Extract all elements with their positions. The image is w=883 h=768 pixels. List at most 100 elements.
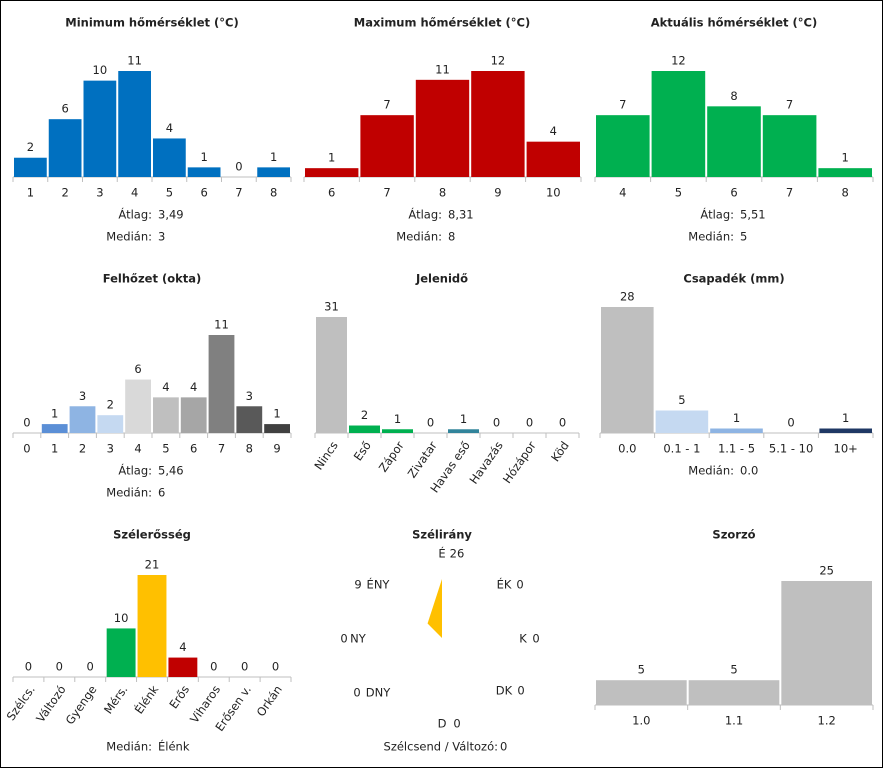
x-tick-label: 7 <box>786 186 793 200</box>
x-tick-label: 8 <box>842 186 849 200</box>
value-label: 6 <box>134 362 141 376</box>
value-label: 11 <box>214 318 229 332</box>
x-tick-label: 6 <box>730 186 737 200</box>
value-label: 0 <box>272 660 279 674</box>
value-label: 7 <box>383 98 390 112</box>
x-tick-label: 5 <box>162 442 169 456</box>
x-tick-label: 0.0 <box>618 442 636 456</box>
value-label: 0 <box>493 416 500 430</box>
x-tick-label: 5 <box>166 186 173 200</box>
value-label: 3 <box>79 389 86 403</box>
direction-label: DNY <box>366 686 391 700</box>
value-label: 1 <box>460 412 467 426</box>
value-label: 0 <box>25 660 32 674</box>
value-label: 0 <box>56 660 63 674</box>
value-label: 0 <box>787 416 794 430</box>
x-tick-label: 1.0 <box>632 714 650 728</box>
x-tick-label: Eső <box>351 439 374 464</box>
bar <box>180 397 207 433</box>
x-tick-label: 7 <box>218 442 225 456</box>
bar <box>762 115 817 177</box>
chart-title: Maximum hőmérséklet (°C) <box>354 16 531 30</box>
bar <box>305 168 359 177</box>
bar <box>48 119 82 177</box>
bar <box>360 115 414 177</box>
x-tick-label: 0.1 - 1 <box>663 442 700 456</box>
stat-label: Medián: <box>688 230 734 244</box>
bar <box>601 307 654 433</box>
x-tick-label: 8 <box>270 186 277 200</box>
stat-value: 8 <box>448 230 455 244</box>
x-tick-label: 6 <box>200 186 207 200</box>
direction-label: NY <box>350 632 367 646</box>
value-label: 12 <box>671 54 686 68</box>
x-tick-label: 5.1 - 10 <box>769 442 813 456</box>
bar <box>596 680 687 705</box>
x-tick-label: 1.2 <box>818 714 836 728</box>
bar <box>153 397 179 433</box>
stat-value: 5 <box>740 230 747 244</box>
value-label: 2 <box>27 140 34 154</box>
x-tick-label: 2 <box>61 186 68 200</box>
bar <box>655 410 709 433</box>
stat-label: Medián: <box>688 464 734 478</box>
direction-value: 0 <box>532 632 539 646</box>
direction-label: ÉK <box>497 577 512 592</box>
x-tick-label: 10+ <box>834 442 858 456</box>
stat-label: Átlag: <box>700 207 734 222</box>
value-label: 10 <box>93 63 108 77</box>
direction-value: 0 <box>340 632 347 646</box>
x-tick-label: Erős <box>166 683 192 712</box>
stat-label: Átlag: <box>408 207 442 222</box>
value-label: 0 <box>87 660 94 674</box>
stat-label: Medián: <box>396 230 442 244</box>
value-label: 21 <box>145 558 160 572</box>
x-tick-label: 4 <box>134 442 141 456</box>
value-label: 1 <box>733 411 740 425</box>
x-tick-label: 5 <box>675 186 682 200</box>
value-label: 5 <box>730 663 737 677</box>
stat-value: 5,46 <box>158 464 184 478</box>
x-tick-label: 1 <box>27 186 34 200</box>
stat-value: 8,31 <box>448 208 474 222</box>
chart-title: Csapadék (mm) <box>683 272 784 286</box>
chart-title: Felhőzet (okta) <box>103 272 202 286</box>
bar <box>168 657 198 677</box>
value-label: 1 <box>842 151 849 165</box>
bar <box>596 115 650 177</box>
x-tick-label: 8 <box>439 186 446 200</box>
bar <box>264 424 290 433</box>
value-label: 11 <box>435 62 450 76</box>
bar <box>69 406 96 433</box>
x-tick-label: 4 <box>131 186 138 200</box>
bar <box>106 628 136 677</box>
value-label: 0 <box>235 160 242 174</box>
value-label: 4 <box>166 121 173 135</box>
x-tick-label: Mérs. <box>101 683 130 717</box>
x-tick-label: Havazás <box>466 439 505 487</box>
value-label: 1 <box>394 412 401 426</box>
chart-title: Aktuális hőmérséklet (°C) <box>651 16 818 30</box>
x-tick-label: 3 <box>107 442 114 456</box>
bar <box>153 138 186 177</box>
bar <box>97 415 124 433</box>
value-label: 7 <box>619 98 626 112</box>
bar <box>137 575 167 677</box>
bar <box>382 429 413 433</box>
value-label: 25 <box>819 564 834 578</box>
direction-value: 9 <box>354 578 361 592</box>
value-label: 1 <box>270 150 277 164</box>
x-tick-label: 1 <box>51 442 58 456</box>
x-tick-label: 1.1 <box>725 714 743 728</box>
x-tick-label: Nincs <box>311 439 340 473</box>
x-tick-label: 0 <box>23 442 30 456</box>
value-label: 4 <box>190 380 197 394</box>
value-label: 2 <box>361 408 368 422</box>
stat-value: Élénk <box>158 739 190 754</box>
bar <box>526 141 580 177</box>
value-label: 11 <box>127 54 142 68</box>
value-label: 12 <box>491 54 506 68</box>
stat-label: Medián: <box>106 230 152 244</box>
bar <box>819 428 872 433</box>
bar <box>688 680 780 705</box>
